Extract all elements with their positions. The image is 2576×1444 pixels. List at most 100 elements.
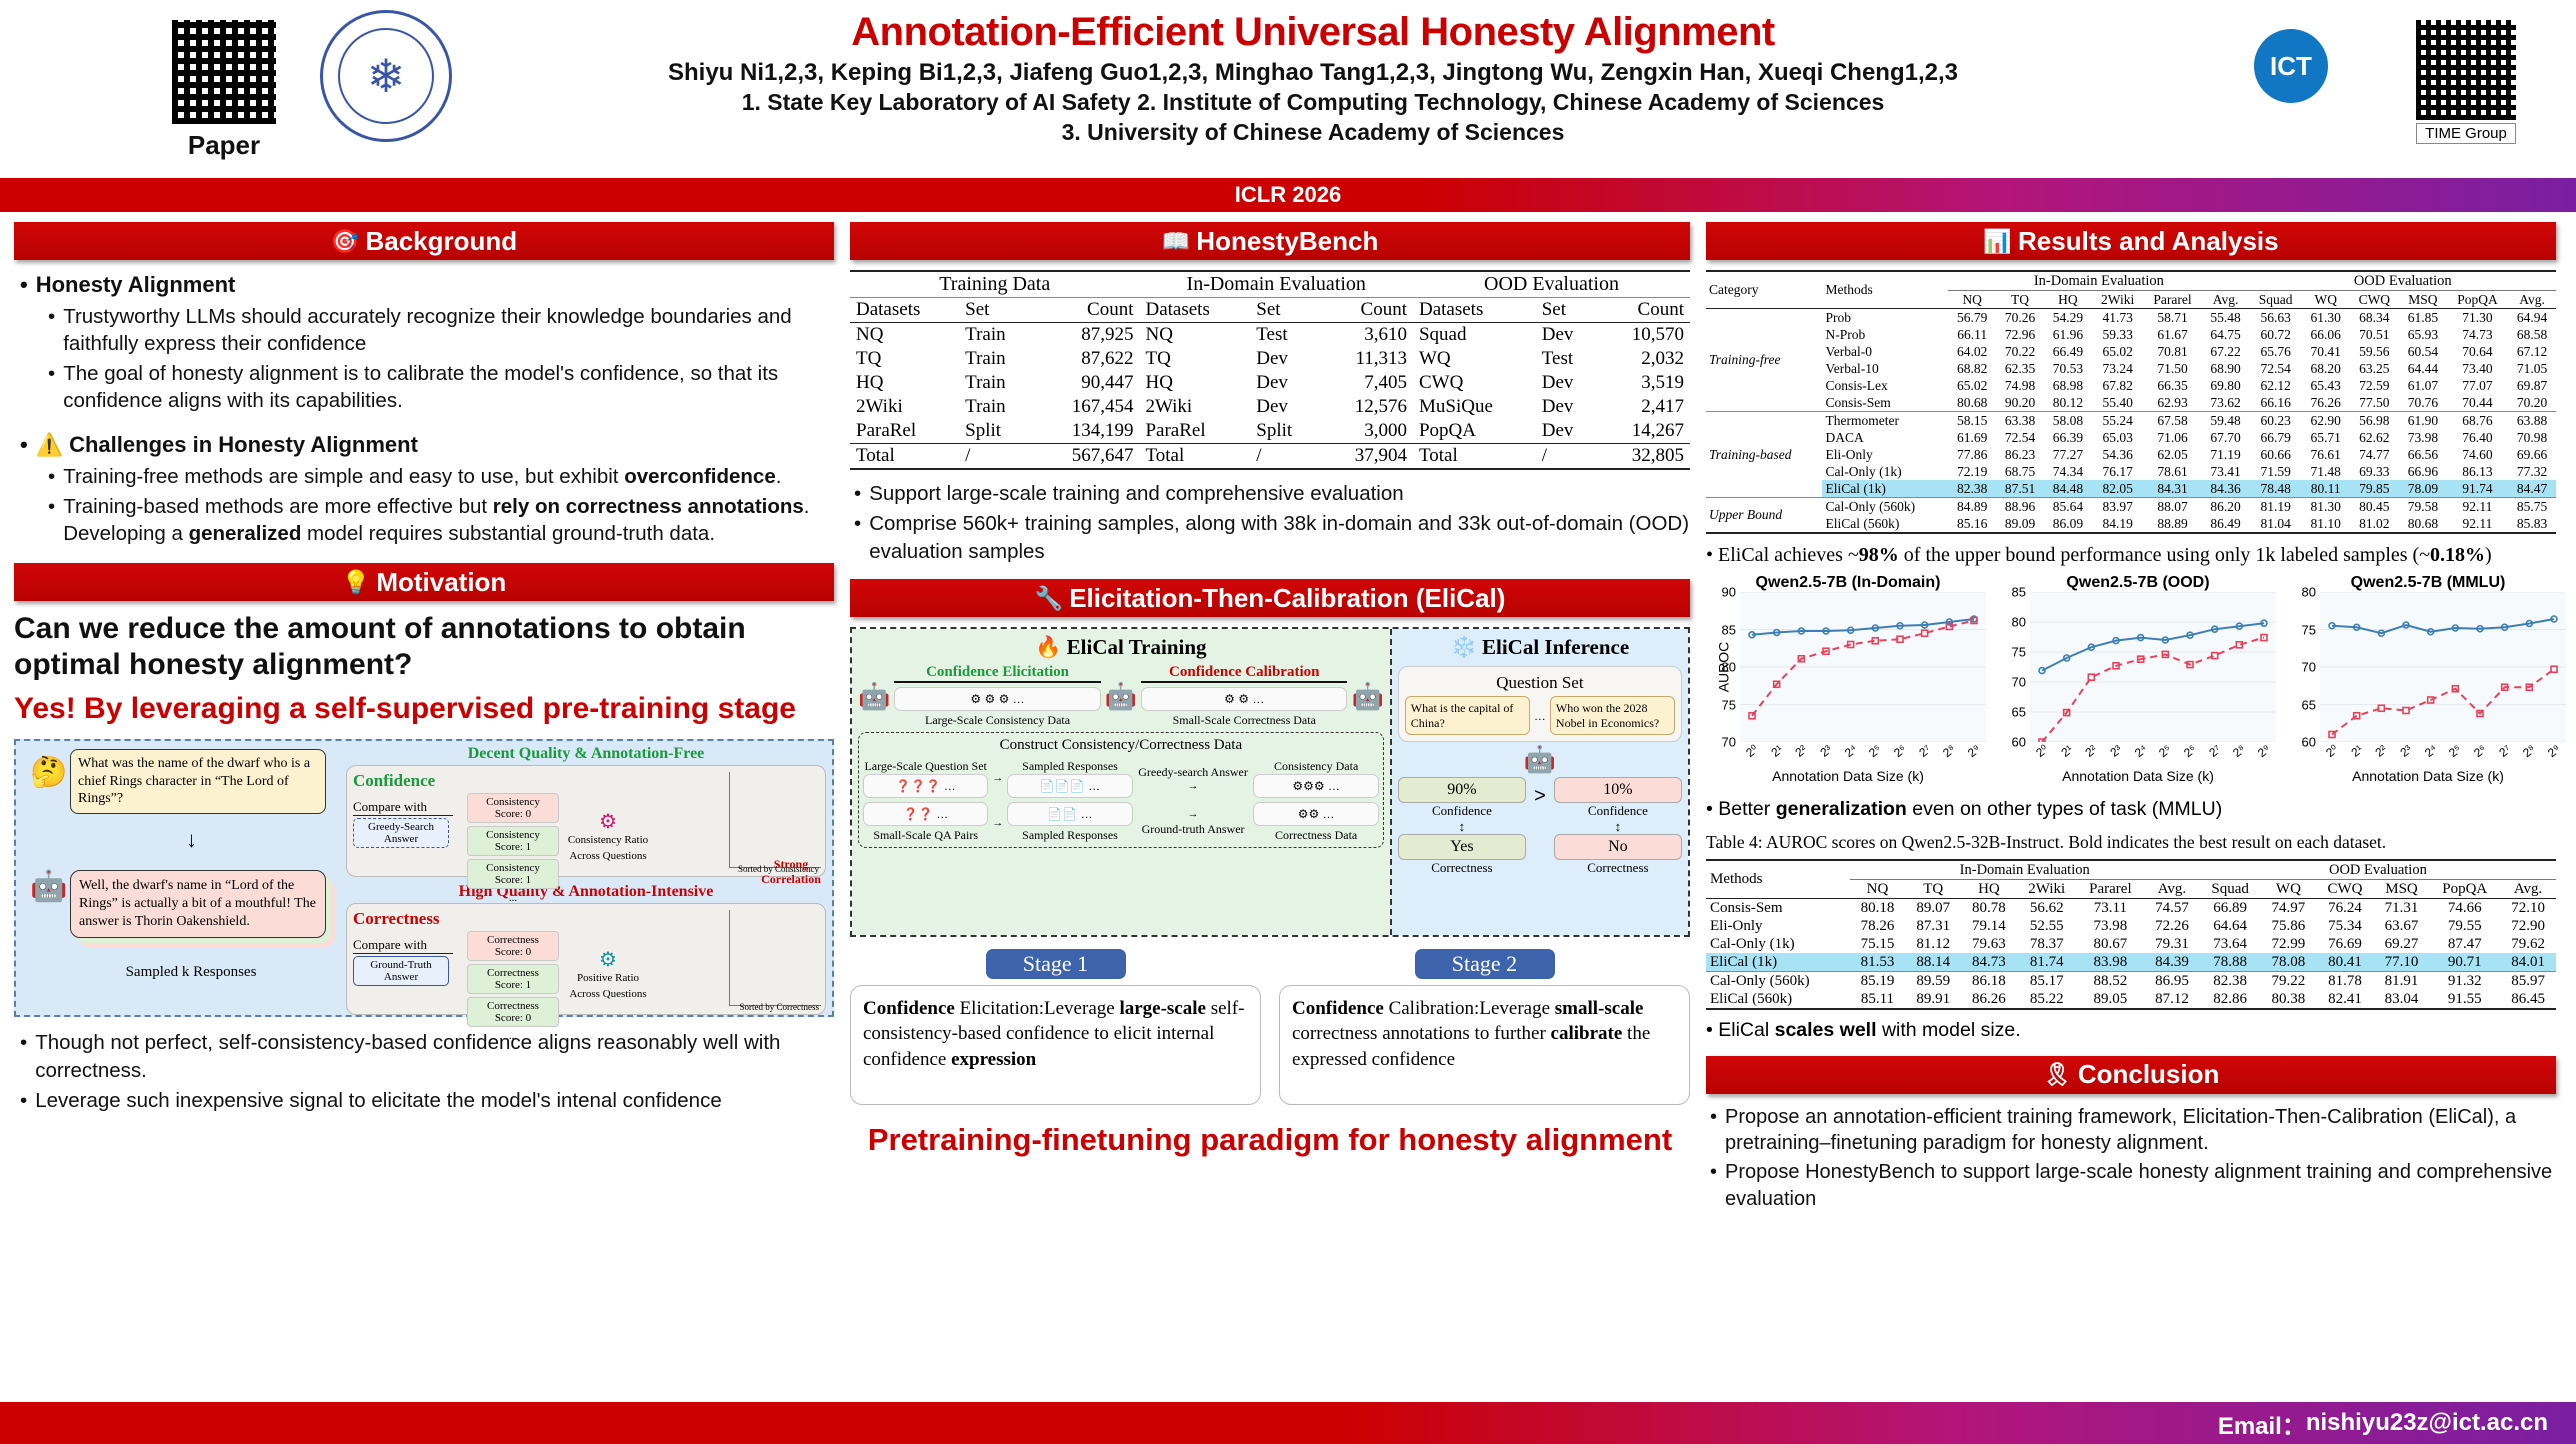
table-group-header-row: Methods In-Domain Evaluation OOD Evaluatio… xyxy=(1706,860,2556,887)
cell-value: 89.91 xyxy=(1916,990,1951,1007)
motivation-bottom-point: • Leverage such inexpensive signal to eli… xyxy=(20,1089,722,1113)
cell-value: 85.19 xyxy=(1860,972,1895,989)
col-MSQ: MSQ xyxy=(2408,291,2438,307)
table-row: N-Prob 66.11 72.96 61.96 59.33 61.67 64.75 60.7… xyxy=(1706,326,2556,343)
cell-value: 85.83 xyxy=(2516,515,2548,531)
cell-value: 76.61 xyxy=(2310,446,2341,462)
cell-value: 85.16 xyxy=(1957,515,1988,531)
col-methods: Methods xyxy=(1825,282,1873,297)
cell-value: 62.12 xyxy=(2260,377,2291,393)
cell-value: 74.73 xyxy=(2462,326,2493,342)
confidence-panel-title: Confidence xyxy=(353,771,436,791)
motivation-figure: 🤔 What was the name of the dwarf who is … xyxy=(14,739,834,1042)
cell-value: 76.17 xyxy=(2102,463,2133,479)
cell-value: 75.86 xyxy=(2271,917,2306,934)
motivation-question: Can we reduce the amount of annotations … xyxy=(14,612,746,682)
paper-qr-code[interactable] xyxy=(170,18,278,126)
x-axis-ticks: 2⁰ 2¹ 2² 2³ 2⁴ 2⁵ 2⁶ 2⁷ 2⁸ 2⁹ xyxy=(2030,742,2276,762)
correctness-panel: Correctness Compare with Ground-Truth An… xyxy=(346,903,826,1042)
robot-icon: 🤖 xyxy=(30,870,68,904)
cell-value: 85.97 xyxy=(2511,972,2545,989)
col-HQ: HQ xyxy=(2058,291,2078,307)
cell-value: 84.73 xyxy=(1972,953,2006,970)
cell-value: 72.10 xyxy=(2511,899,2545,916)
row-method: EliCal (560k) xyxy=(1825,515,1900,531)
email-address[interactable]: nishiyu23z@ict.ac.cn xyxy=(2305,1409,2548,1436)
table-row: Training-free Prob 56.79 70.26 54.29 41.73 58.… xyxy=(1706,308,2556,367)
x-tick: 2⁹ xyxy=(2255,741,2273,761)
correctness-data-box: ⚙ ⚙ … xyxy=(1141,687,1348,712)
col-WQ: WQ xyxy=(2275,880,2301,897)
cell-value: 78.26 xyxy=(1860,917,1895,934)
cell-value: 56.79 xyxy=(1957,309,1988,325)
positive-ratio-icon: ⚙ xyxy=(599,949,617,972)
cell-value: 62.05 xyxy=(2157,446,2188,462)
cell-value: 72.26 xyxy=(2155,917,2189,934)
question-card: What is the capital of China? xyxy=(1404,696,1530,736)
cell-value: 65.02 xyxy=(2102,343,2133,359)
cell-value: 68.58 xyxy=(2516,326,2548,342)
y-tick: 75 xyxy=(2011,644,2026,660)
cell-value: 65.43 xyxy=(2310,377,2341,393)
cell-value: 76.40 xyxy=(2462,429,2493,445)
table-row: HQ Train 90,447 HQ Dev 7,405 CWQ Dev 3,519 xyxy=(856,372,1684,393)
cell-value: 60.54 xyxy=(2407,343,2439,359)
correctness-value-yes: Yes xyxy=(1397,834,1527,861)
col-PopQA: PopQA xyxy=(2457,291,2498,307)
elical-inference-panel: ❄️ EliCal Inference Question Set What is… xyxy=(1391,629,1688,936)
cell-value: 82.86 xyxy=(2213,990,2248,1007)
cell-value: 64.02 xyxy=(1957,343,1988,359)
person-icon: 🤔 xyxy=(30,756,68,790)
table-row: TQ Train 87,622 TQ Dev 11,313 WQ Test 2,032 xyxy=(856,348,1684,369)
up-down-arrow-icon: ↕ xyxy=(1614,819,1622,835)
time-group-qr-code[interactable] xyxy=(2416,20,2516,120)
cell-value: 72.54 xyxy=(2004,429,2036,445)
x-tick: 2¹ xyxy=(2348,742,2366,760)
cell-value: 78.48 xyxy=(2260,480,2291,496)
chart-title: Qwen2.5-7B (MMLU) xyxy=(2350,574,2506,591)
challenges-heading: • ⚠️ Challenges in Honesty Alignment xyxy=(20,430,834,459)
row-method: Cal-Only (1k) xyxy=(1825,463,1902,479)
x-tick: 2⁴ xyxy=(2421,741,2440,761)
sampled-responses-caption: Sampled k Responses xyxy=(125,964,257,981)
strong-correlation-label: Strong Correlation xyxy=(761,857,821,887)
y-tick: 70 xyxy=(1721,734,1736,750)
cell-value: 61.67 xyxy=(2157,326,2188,342)
cell-value: 58.08 xyxy=(2052,412,2084,428)
x-tick: 2¹ xyxy=(2058,742,2076,760)
cell-value: 91.55 xyxy=(2447,990,2482,1007)
x-tick: 2⁹ xyxy=(1965,741,1983,761)
stages-row: Stage 1 Confidence Elicitation:Leverage … xyxy=(850,949,1690,1106)
x-tick: 2⁶ xyxy=(2471,741,2489,761)
cell-value: 70.51 xyxy=(2359,326,2390,342)
results-bullet-1: • EliCal achieves ~98% of the upper boun… xyxy=(1706,544,2492,566)
table-row: NQ Train 87,925 NQ Test 3,610 Squad Dev 10,570 xyxy=(850,322,1690,348)
section-header-motivation: 💡 Motivation xyxy=(14,563,834,602)
stage-2-card: Confidence Calibration:Leverage small-sc… xyxy=(1279,985,1690,1106)
y-tick: 80 xyxy=(1721,659,1736,675)
cell-value: 63.67 xyxy=(2384,917,2419,934)
cell-value: 75.15 xyxy=(1860,935,1895,952)
results-bullet-2: • Better generalization even on other ty… xyxy=(1706,798,2223,820)
table-row: Consis-Sem 80.18 89.07 80.78 56.62 73.11 74.57… xyxy=(1706,898,2556,918)
time-group-caption: TIME Group xyxy=(2416,123,2516,144)
cell-value: 80.38 xyxy=(2271,990,2306,1007)
page-title: Annotation-Efficient Universal Honesty A… xyxy=(851,10,1775,54)
paper-qr-block: Paper xyxy=(170,18,278,161)
cell-value: 66.35 xyxy=(2157,377,2188,393)
x-tick: 2⁰ xyxy=(2323,741,2341,761)
cell-value: 90.71 xyxy=(2447,953,2482,970)
cell-value: 86.13 xyxy=(2462,463,2493,479)
chart-icon: 📊 xyxy=(1983,227,2013,254)
honestybench-bullets: • Support large-scale training and compre… xyxy=(850,480,1690,565)
cell-value: 74.60 xyxy=(2462,446,2493,462)
y-tick: 75 xyxy=(1721,697,1736,712)
email-label: Email： xyxy=(2217,1412,2306,1440)
cell-value: 88.07 xyxy=(2157,498,2188,514)
cell-value: 74.66 xyxy=(2447,899,2482,916)
cell-value: 70.22 xyxy=(2004,343,2036,359)
cell-value: 74.77 xyxy=(2359,446,2390,462)
consistency-ratio-icon: ⚙ xyxy=(599,811,617,834)
ict-logo-glyph: ICT xyxy=(2254,29,2328,103)
column-middle: 📖 HonestyBench Training Data In-Domain E… xyxy=(850,222,1690,1392)
